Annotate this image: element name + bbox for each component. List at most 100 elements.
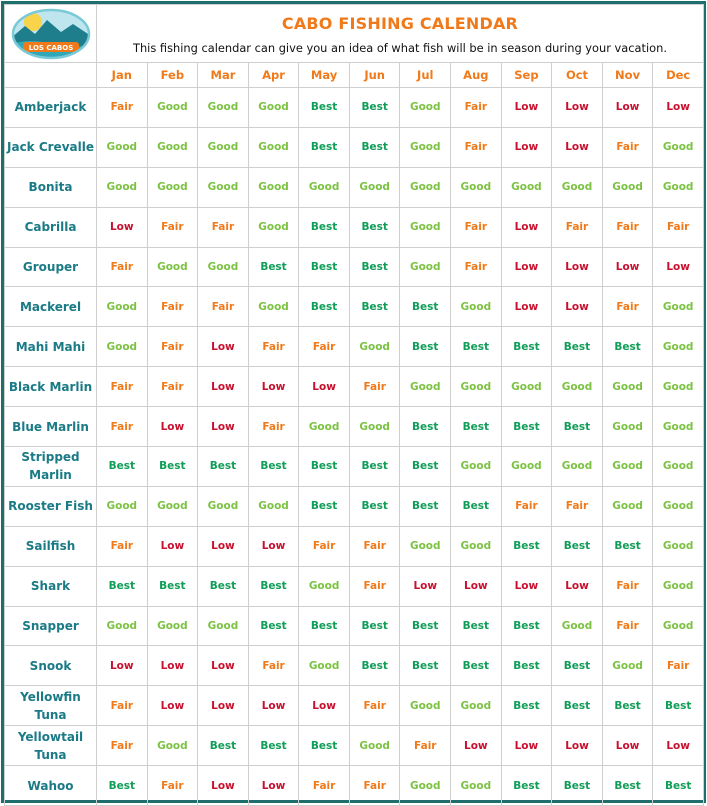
rating-cell: Good [601, 366, 654, 408]
fish-name: Snook [4, 645, 97, 687]
rating-cell: Best [601, 685, 654, 727]
fish-name: Bonita [4, 166, 97, 208]
rating-cell: Good [197, 87, 249, 128]
rating-cell: Best [500, 685, 553, 727]
table-row: Stripped Marlin Best Best Best Best Best Best B… [4, 446, 704, 487]
rating-cell: Best [247, 565, 300, 607]
rating-cell: Good [197, 485, 249, 527]
page-subtitle: This fishing calendar can give you an id… [133, 41, 667, 55]
fish-name: Stripped Marlin [4, 446, 97, 487]
rating-cell: Good [551, 605, 603, 647]
rating-cell: Low [247, 525, 300, 567]
rating-cell: Good [450, 166, 502, 208]
rating-cell: Fair [652, 645, 704, 687]
rating-cell: Best [601, 525, 654, 567]
rating-cell: Good [601, 166, 654, 208]
rating-cell: Good [197, 126, 249, 168]
rating-cell: Best [601, 765, 654, 806]
rating-cell: Fair [96, 246, 148, 288]
table-row: Black Marlin Fair Fair Low Low Low Fair Good Goo… [4, 366, 704, 408]
rating-cell: Low [500, 87, 553, 128]
rating-cell: Best [247, 246, 300, 288]
rating-cell: Fair [197, 286, 249, 328]
rating-cell: Good [146, 87, 199, 128]
rating-cell: Low [247, 685, 300, 727]
rating-cell: Low [197, 685, 249, 727]
fish-name: Snapper [4, 605, 97, 647]
fish-name: Wahoo [4, 765, 97, 806]
rating-cell: Low [652, 87, 704, 128]
rating-cell: Best [399, 286, 452, 328]
rating-cell: Good [197, 246, 249, 288]
rating-cell: Fair [96, 725, 148, 767]
rating-cell: Best [500, 765, 553, 806]
rating-cell: Good [348, 725, 401, 767]
table-row: Jack Crevalle Good Good Good Good Best Best Goo… [4, 126, 704, 168]
rating-cell: Low [197, 406, 249, 448]
fish-name: Amberjack [4, 87, 97, 128]
table-row: Sailfish Fair Low Low Low Fair Fair Good Good Bes… [4, 525, 704, 567]
rating-cell: Low [146, 645, 199, 687]
month-header-oct: Oct [551, 62, 603, 88]
rating-cell: Good [399, 246, 452, 288]
rating-cell: Good [247, 286, 300, 328]
month-header-sep: Sep [500, 62, 553, 88]
rating-cell: Fair [348, 765, 401, 806]
rating-cell: Low [450, 725, 502, 767]
rating-cell: Fair [551, 485, 603, 527]
rating-cell: Fair [146, 206, 199, 248]
table-row: Snook Low Low Low Fair Good Best Best Best Best Be… [4, 645, 704, 687]
page-title: CABO FISHING CALENDAR [281, 14, 519, 33]
title-cell: CABO FISHING CALENDAR This fishing calen… [96, 4, 704, 63]
rating-cell: Best [96, 565, 148, 607]
fish-name: Rooster Fish [4, 485, 97, 527]
rating-cell: Good [500, 366, 553, 408]
rating-cell: Good [399, 685, 452, 727]
rating-cell: Fair [601, 206, 654, 248]
rating-cell: Good [399, 87, 452, 128]
rating-cell: Low [197, 525, 249, 567]
rating-cell: Good [652, 605, 704, 647]
rating-cell: Best [348, 246, 401, 288]
fish-name: Yellowtail Tuna [4, 725, 97, 767]
rating-cell: Low [500, 246, 553, 288]
rating-cell: Good [247, 87, 300, 128]
month-header-mar: Mar [197, 62, 249, 88]
rating-cell: Low [551, 725, 603, 767]
rating-cell: Good [146, 485, 199, 527]
rating-cell: Good [652, 565, 704, 607]
rating-cell: Good [601, 446, 654, 487]
rating-cell: Best [601, 326, 654, 368]
rating-cell: Best [247, 725, 300, 767]
rating-cell: Fair [500, 485, 553, 527]
rating-cell: Good [450, 685, 502, 727]
rating-cell: Best [348, 485, 401, 527]
rating-cell: Best [348, 605, 401, 647]
rating-cell: Good [652, 525, 704, 567]
rating-cell: Good [247, 206, 300, 248]
fishing-calendar-table: LOS CABOS CABO FISHING CALENDAR This fis… [4, 4, 704, 806]
rating-cell: Fair [450, 87, 502, 128]
rating-cell: Good [450, 765, 502, 806]
rating-cell: Low [247, 366, 300, 408]
corner-cell [4, 62, 97, 88]
logo-text: LOS CABOS [28, 44, 73, 52]
rating-cell: Best [450, 406, 502, 448]
fish-name: Yellowfin Tuna [4, 685, 97, 727]
rating-cell: Best [551, 326, 603, 368]
rating-cell: Low [197, 765, 249, 806]
rating-cell: Best [450, 326, 502, 368]
rating-cell: Fair [247, 406, 300, 448]
rating-cell: Low [197, 326, 249, 368]
rating-cell: Low [551, 246, 603, 288]
table-row: Yellowtail Tuna Fair Good Best Best Best Good F… [4, 725, 704, 767]
rating-cell: Best [551, 406, 603, 448]
fish-name: Jack Crevalle [4, 126, 97, 168]
rating-cell: Best [298, 246, 350, 288]
rating-cell: Best [348, 446, 401, 487]
rating-cell: Best [500, 645, 553, 687]
rating-cell: Best [146, 565, 199, 607]
table-row: Blue Marlin Fair Low Low Fair Good Good Best Bes… [4, 406, 704, 448]
rating-cell: Good [652, 166, 704, 208]
rating-cell: Best [197, 725, 249, 767]
